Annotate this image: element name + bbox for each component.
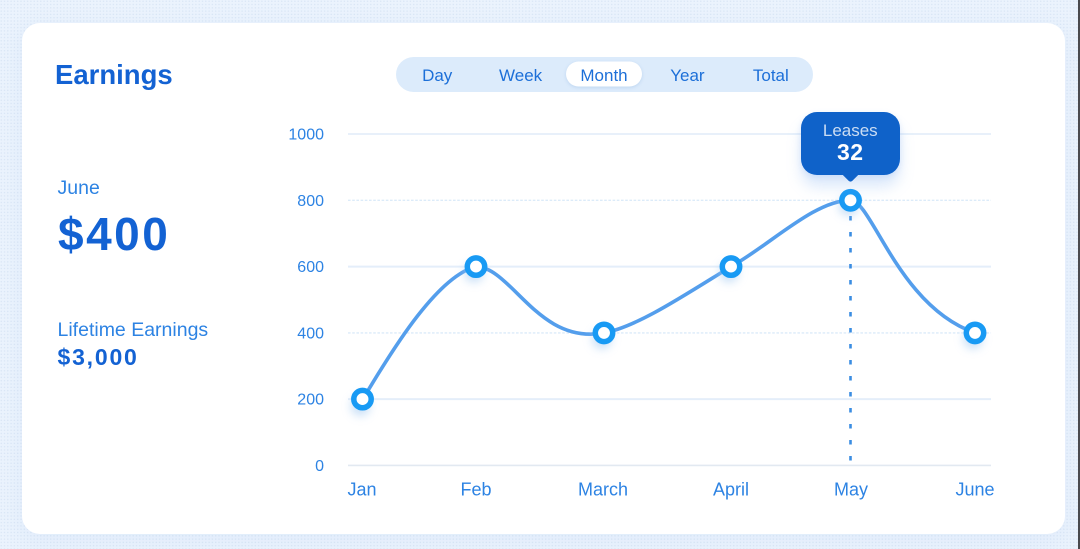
svg-text:600: 600 <box>297 259 324 276</box>
svg-text:800: 800 <box>297 193 324 210</box>
svg-text:0: 0 <box>315 458 324 475</box>
svg-text:Jan: Jan <box>347 480 376 500</box>
svg-text:May: May <box>834 480 868 500</box>
svg-text:June: June <box>955 480 994 500</box>
svg-text:March: March <box>578 480 628 500</box>
svg-text:April: April <box>713 480 749 500</box>
svg-text:Feb: Feb <box>460 480 491 500</box>
svg-text:1000: 1000 <box>288 127 324 144</box>
svg-text:400: 400 <box>297 325 324 342</box>
svg-text:200: 200 <box>297 392 324 409</box>
